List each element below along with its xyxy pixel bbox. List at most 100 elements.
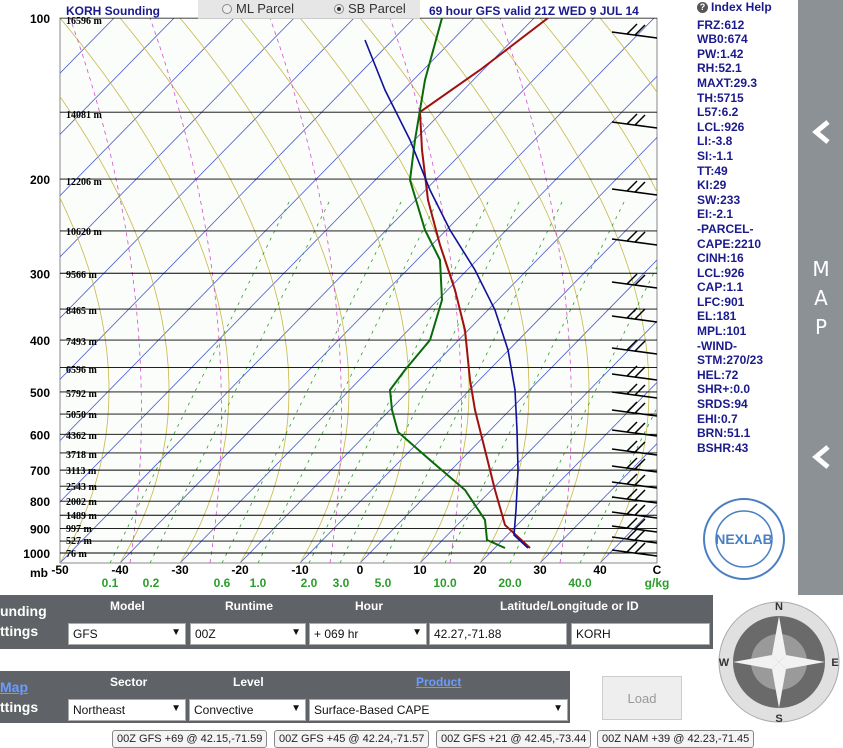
wind-barb [611,541,658,557]
moist-adiabat-line [69,18,142,563]
ml-parcel-radio[interactable]: ML Parcel [222,0,294,17]
isotherm-line [479,381,657,563]
quick-link-3[interactable]: 00Z GFS +21 @ 42.45,-73.44 [436,730,592,748]
runtime-select-value: 00Z [195,627,216,641]
wind-barb [611,307,658,323]
hour-select[interactable]: + 069 hr ▼ [309,623,427,645]
temperature-tick: -30 [171,563,189,577]
height-label: 5050 m [66,410,98,421]
level-header: Level [233,675,264,689]
level-select-value: Convective [194,703,254,717]
index-item: MAXT:29.3 [697,75,758,90]
wind-barb [611,273,658,289]
wind-barb [611,365,658,381]
map-settings-header: Sector Level Product [0,671,570,695]
product-header-link[interactable]: Product [416,675,462,689]
mixing-ratio-line [339,199,521,563]
mixing-ratio-line [109,199,291,563]
pressure-label: 1000 [23,547,50,561]
plot-area [59,17,658,564]
height-label: 9566 m [66,270,98,281]
runtime-select[interactable]: 00Z ▼ [190,623,306,645]
isotherm-line [60,18,175,136]
pressure-label: 300 [30,267,50,281]
station-id-input[interactable]: KORH [571,623,710,645]
chevron-left-icon-2[interactable] [810,445,834,469]
index-item: -PARCEL- [697,221,754,236]
mixing-ratio-unit: g/kg [645,576,670,590]
quick-link-2[interactable]: 00Z GFS +45 @ 42.24,-71.57 [274,730,430,748]
settings-area: Model Runtime Hour Latitude/Longitude or… [0,595,843,748]
sounding-label-2: ttings [0,623,39,639]
temperature-profile [418,18,549,549]
product-select[interactable]: Surface-Based CAPE ▼ [309,699,568,721]
sb-parcel-radio[interactable]: SB Parcel [334,0,406,17]
index-item: TT:49 [697,163,728,178]
pressure-label: 800 [30,495,50,509]
wind-barb [611,473,658,489]
dry-adiabat-line [60,96,170,563]
index-help-link[interactable]: ? Index Help [697,0,797,15]
temperature-tick: 0 [357,563,364,577]
sector-header: Sector [110,675,148,689]
temperature-tick: -10 [291,563,309,577]
compass-s: S [775,713,782,724]
height-label: 2543 m [66,482,98,493]
latlon-input[interactable]: 42.27,-71.88 [429,623,567,645]
map-settings-label-2: ttings [0,699,39,715]
temperature-tick: 20 [473,563,487,577]
nexlab-logo-text: NEXLAB [715,531,773,547]
height-label: 4362 m [66,431,98,442]
mixing-ratio-tick: 0.2 [143,576,160,590]
height-label: 3718 m [66,450,98,461]
model-valid-title: 69 hour GFS valid 21Z WED 9 JUL 14 [429,4,639,18]
chevron-left-icon[interactable] [810,120,834,144]
height-label: 3113 m [66,466,97,477]
index-item: CAP:1.1 [697,280,744,295]
wind-barb [611,113,658,129]
mixing-ratio-line [444,199,626,563]
isotherm-line [0,18,54,563]
pressure-label: 500 [30,386,50,400]
dry-adiabat-line [660,18,700,563]
chevron-down-icon: ▼ [553,703,563,714]
index-item: EI:-2.1 [697,207,734,222]
mixing-ratio-tick: 5.0 [375,576,392,590]
sb-parcel-radio-dot[interactable] [334,3,344,14]
quick-link-1[interactable]: 00Z GFS +69 @ 42.15,-71.59 [112,730,268,748]
compass-w: W [719,657,730,669]
isotherm-line [660,18,700,563]
quick-link-4[interactable]: 00Z NAM +39 @ 42.23,-71.45 [597,730,755,748]
index-item: HEL:72 [697,367,739,382]
wind-barb [611,180,658,196]
model-select[interactable]: GFS ▼ [68,623,186,645]
index-item: FRZ:612 [697,17,745,32]
mixing-ratio-tick: 20.0 [498,576,522,590]
compass-e: E [831,657,838,669]
mixing-ratio-tick: 40.0 [568,576,592,590]
wind-barb [611,528,658,544]
temperature-tick: -40 [111,563,129,577]
ml-parcel-radio-dot[interactable] [222,3,232,14]
latlon-header: Latitude/Longitude or ID [500,599,639,613]
mixing-ratio-line [509,265,657,563]
dry-adiabat-line [60,18,230,563]
sector-select[interactable]: Northeast ▼ [68,699,186,721]
pressure-label: 700 [30,464,50,478]
latlon-input-value: 42.27,-71.88 [434,627,502,641]
wind-barb [611,503,658,519]
level-select[interactable]: Convective ▼ [189,699,306,721]
temperature-tick: -20 [231,563,249,577]
wind-barb [611,230,658,246]
wind-barb [611,488,658,504]
index-item: -WIND- [697,338,737,353]
index-item: SHR+:0.0 [697,382,751,397]
sounding-label-1: unding [0,603,47,619]
map-settings-link[interactable]: Map [0,679,28,695]
load-button[interactable]: Load [602,676,682,720]
index-item: LI:-3.8 [697,134,733,149]
height-label: 6596 m [66,365,98,376]
compass-icon[interactable]: N S W E [714,596,843,724]
temperature-tick: 40 [593,563,607,577]
